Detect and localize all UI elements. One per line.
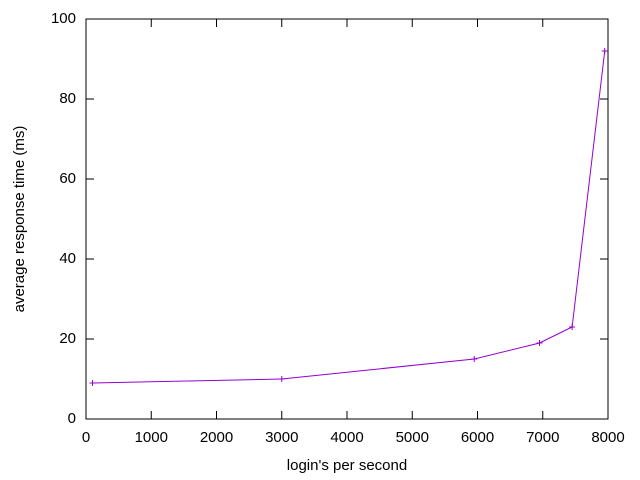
x-tick-label: 3000 <box>265 429 298 446</box>
x-tick-label: 7000 <box>526 429 559 446</box>
point-marker <box>536 340 543 346</box>
point-marker <box>278 376 285 382</box>
line <box>92 50 606 384</box>
x-tick-label: 6000 <box>461 429 494 446</box>
x-tick-label: 2000 <box>200 429 233 446</box>
x-tick-label: 1000 <box>135 429 168 446</box>
y-tick-label: 0 <box>68 410 76 427</box>
y-tick-label: 20 <box>59 330 76 347</box>
x-tick-label: 5000 <box>396 429 429 446</box>
x-tick-label: 0 <box>82 429 90 446</box>
point-marker <box>89 380 96 386</box>
y-tick-label: 100 <box>51 10 76 27</box>
x-tick-label: 4000 <box>330 429 363 446</box>
point-marker <box>601 48 608 54</box>
y-tick-label: 40 <box>59 250 76 267</box>
x-tick-label: 8000 <box>591 429 624 446</box>
point-marker <box>569 324 576 330</box>
x-axis-label: login's per second <box>287 457 407 474</box>
y-axis-label: average response time (ms) <box>11 126 28 313</box>
plot-border <box>85 18 609 420</box>
y-tick-label: 60 <box>59 170 76 187</box>
y-tick-label: 80 <box>59 90 76 107</box>
point-marker <box>471 356 478 362</box>
